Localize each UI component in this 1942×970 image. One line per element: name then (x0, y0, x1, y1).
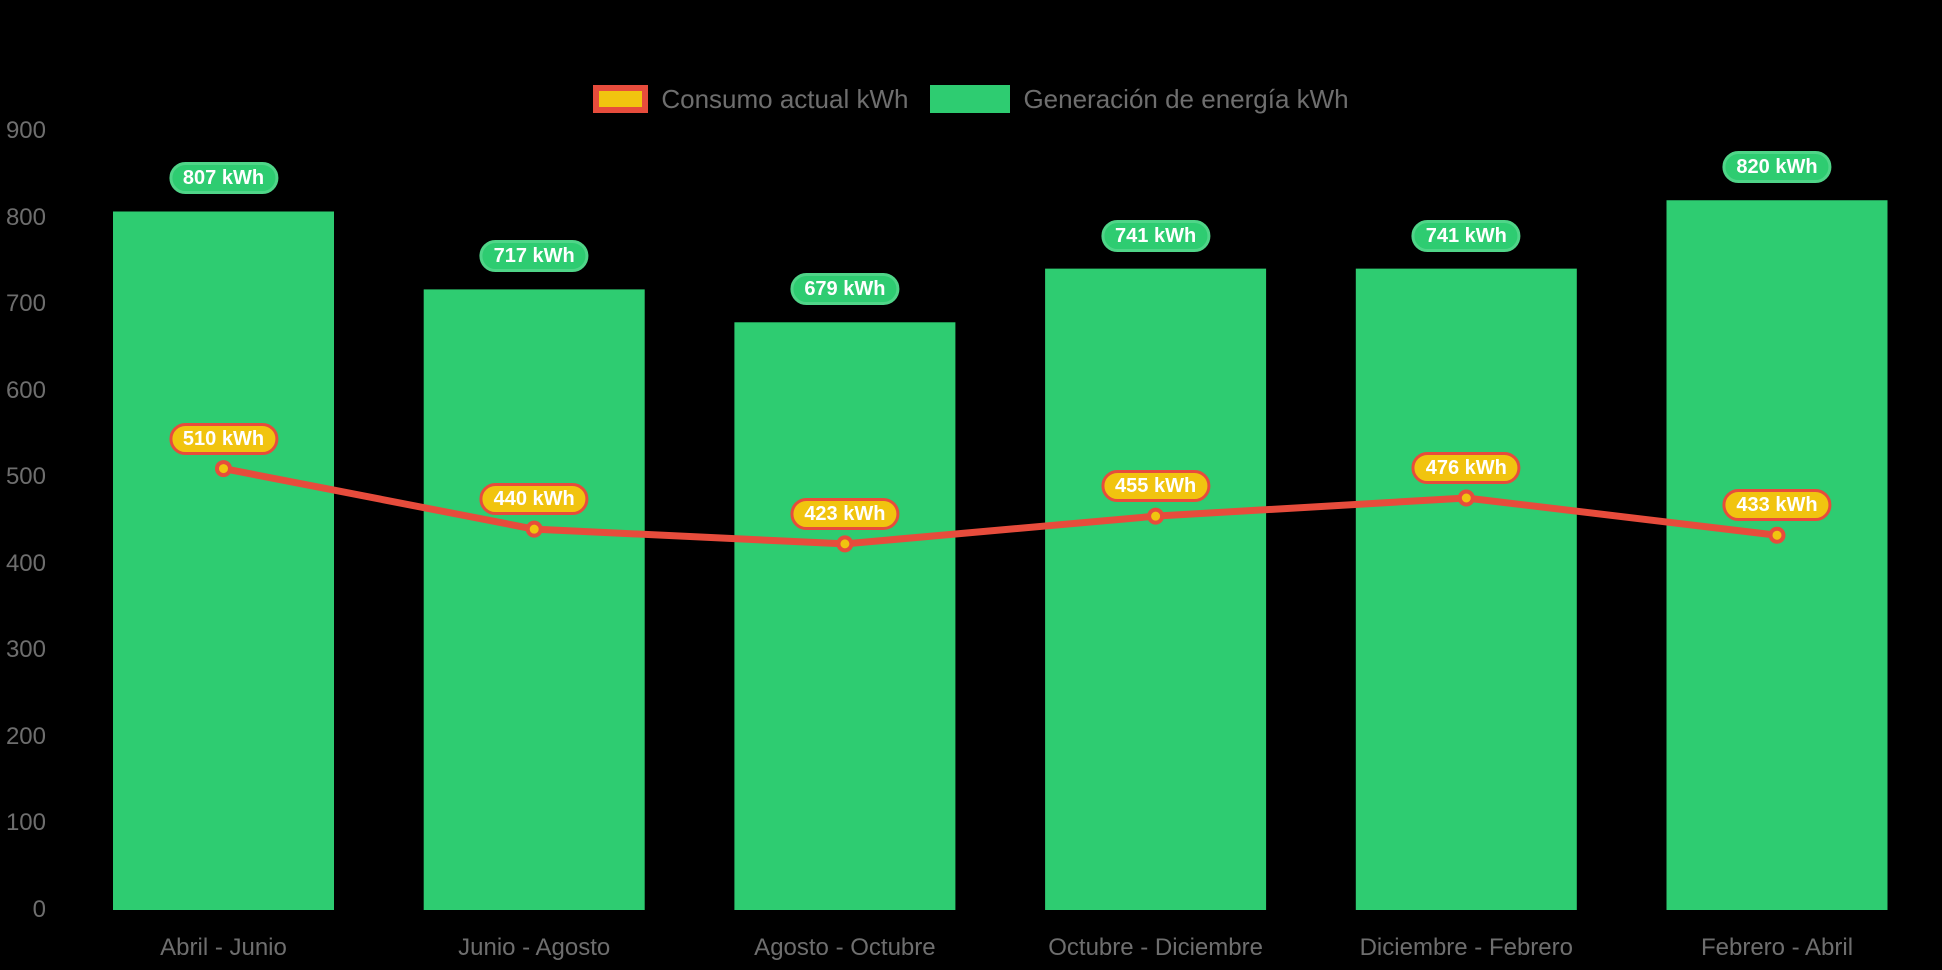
consumption-point-marker (1147, 507, 1165, 525)
generation-bar (1355, 268, 1577, 911)
legend-label-generacion-energia: Generación de energía kWh (1023, 83, 1349, 114)
consumption-point-marker (1768, 526, 1786, 544)
generation-value-label: 741 kWh (1411, 219, 1521, 252)
x-axis-category-label: Febrero - Abril (1700, 934, 1854, 961)
generation-bar (1666, 200, 1888, 910)
x-axis-category-label: Abril - Junio (160, 934, 287, 961)
consumption-point-marker (836, 535, 854, 553)
consumption-value-label: 440 kWh (479, 483, 589, 516)
consumption-value-label: 476 kWh (1411, 451, 1521, 484)
y-axis-tick-label: 400 (5, 549, 46, 577)
y-axis-tick-label: 800 (5, 203, 46, 231)
consumption-point-marker (215, 460, 232, 478)
legend-item-generacion-energia: Generación de energía kWh (930, 83, 1349, 115)
legend-bar-swatch-icon (930, 85, 1011, 113)
x-axis-category-label: Junio - Agosto (458, 934, 611, 961)
generation-value-label: 820 kWh (1722, 151, 1832, 184)
y-axis-tick-label: 100 (5, 809, 46, 837)
consumption-value-label: 455 kWh (1101, 470, 1211, 503)
y-axis-tick-label: 500 (5, 463, 46, 491)
generation-value-label: 679 kWh (790, 273, 900, 306)
x-axis-category-label: Agosto - Octubre (754, 934, 936, 961)
generation-value-label: 717 kWh (479, 240, 589, 273)
y-axis-tick-label: 0 (32, 896, 46, 923)
generation-bar (1045, 268, 1267, 911)
legend-line-swatch-icon (593, 85, 649, 113)
x-axis-category-label: Diciembre - Febrero (1359, 934, 1573, 961)
y-axis-tick-label: 600 (5, 376, 46, 404)
legend-label-consumo-actual: Consumo actual kWh (661, 83, 909, 114)
y-axis-tick-label: 300 (5, 636, 46, 664)
consumption-value-label: 423 kWh (790, 497, 900, 530)
chart-legend: Consumo actual kWh Generación de energía… (0, 83, 1942, 115)
generation-value-label: 741 kWh (1101, 219, 1211, 252)
generation-bar (734, 322, 956, 910)
generation-bar (423, 289, 645, 910)
consumption-value-label: 433 kWh (1722, 489, 1832, 522)
consumption-value-label: 510 kWh (168, 422, 279, 455)
legend-item-consumo-actual: Consumo actual kWh (593, 84, 908, 115)
generation-bar (113, 211, 334, 910)
consumption-point-marker (1457, 489, 1475, 507)
y-axis-tick-label: 900 (5, 117, 46, 144)
x-axis-category-label: Octubre - Diciembre (1048, 934, 1263, 961)
consumption-line (220, 465, 1781, 548)
y-axis-tick-label: 700 (5, 290, 46, 318)
generation-value-label: 807 kWh (168, 162, 279, 195)
y-axis-tick-label: 200 (5, 722, 46, 750)
consumption-point-marker (525, 520, 543, 538)
